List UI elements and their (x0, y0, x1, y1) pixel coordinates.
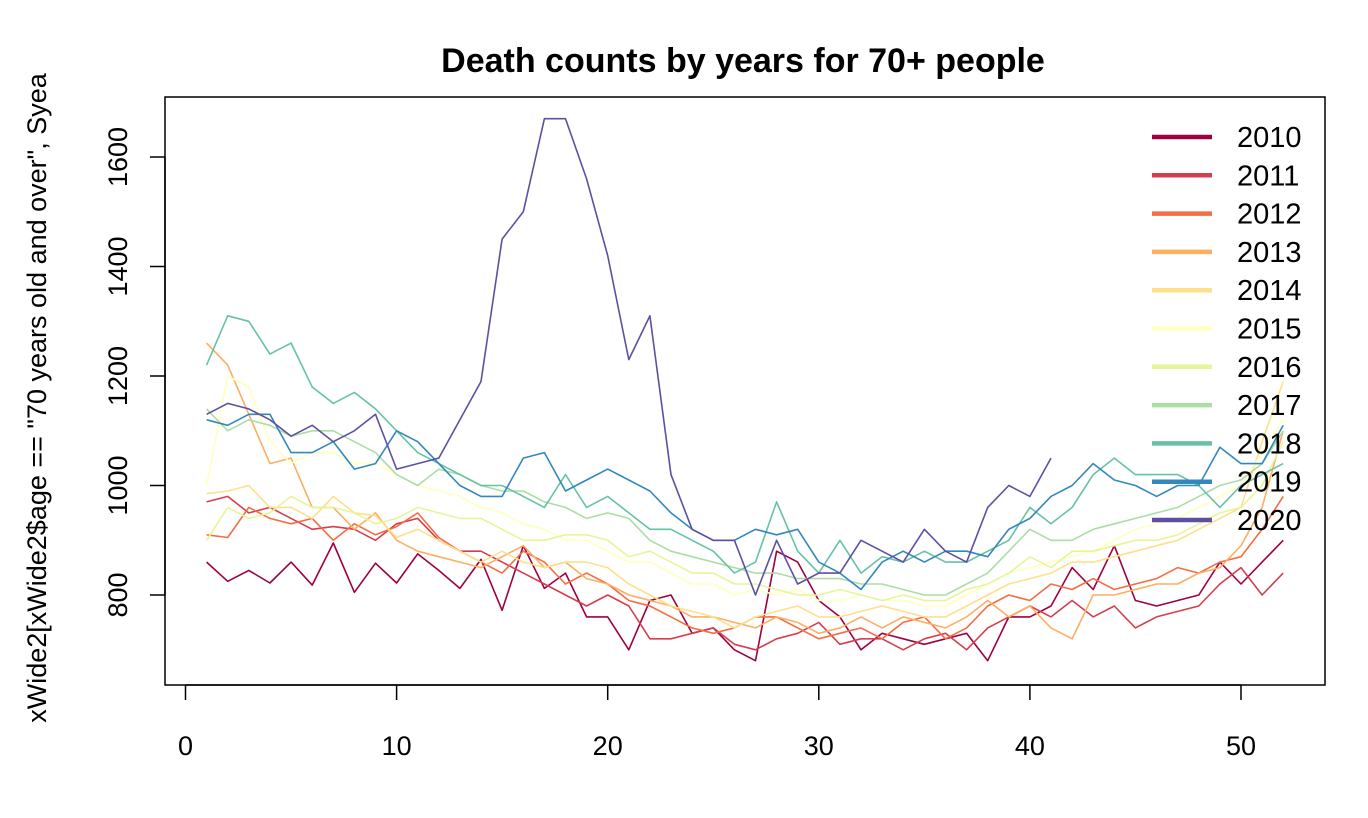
x-tick-label: 30 (804, 731, 834, 761)
x-tick-label: 20 (593, 731, 623, 761)
legend-label-2014: 2014 (1237, 275, 1302, 307)
series-line-2017 (206, 408, 1284, 596)
y-axis-label: xWide2[xWide2$age == "70 years old and o… (22, 72, 52, 723)
legend-label-2013: 2013 (1237, 237, 1302, 269)
legend-label-2011: 2011 (1237, 160, 1299, 192)
y-tick-label: 1400 (103, 236, 133, 296)
y-tick-label: 1200 (103, 346, 133, 406)
x-tick-label: 40 (1015, 731, 1045, 761)
series-line-2010 (206, 539, 1284, 662)
series-layer (205, 117, 1284, 662)
x-tick-label: 50 (1226, 731, 1256, 761)
series-line-2014 (206, 381, 1284, 629)
series-line-2016 (205, 441, 1284, 602)
series-line-2011 (206, 495, 1284, 651)
legend-label-2012: 2012 (1237, 199, 1302, 231)
x-axis: 0 10 20 30 40 50 (178, 684, 1256, 761)
plot-frame (164, 96, 1326, 686)
y-tick-label: 1000 (103, 455, 133, 515)
legend-label-2019: 2019 (1237, 467, 1302, 499)
legend-label-2020: 2020 (1237, 505, 1302, 537)
y-axis: 800 1000 1200 1400 1600 (103, 127, 166, 618)
plot-box (164, 96, 1326, 686)
legend-label-2017: 2017 (1237, 390, 1302, 422)
series-line-2020 (206, 117, 1052, 596)
x-tick-label: 10 (382, 731, 412, 761)
legend-label-2010: 2010 (1237, 122, 1302, 154)
x-tick-label: 0 (178, 731, 193, 761)
legend-label-2018: 2018 (1237, 428, 1302, 460)
series-line-2015 (205, 375, 1284, 607)
legend: 2010 2011 2012 2013 2014 2015 2016 2017 2018 2019… (1152, 122, 1302, 537)
y-tick-label: 800 (103, 572, 133, 617)
legend-label-2015: 2015 (1237, 314, 1302, 346)
y-tick-label: 1600 (103, 127, 133, 187)
legend-label-2016: 2016 (1237, 352, 1302, 384)
series-line-2019 (206, 413, 1284, 591)
chart-title: Death counts by years for 70+ people (441, 42, 1045, 80)
series-line-2013 (206, 342, 1284, 640)
